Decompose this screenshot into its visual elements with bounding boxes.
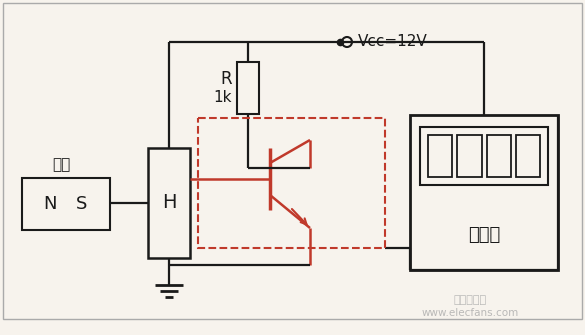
Bar (410, 115, 558, 270)
Text: Vcc=12V: Vcc=12V (358, 34, 428, 49)
Text: H: H (161, 194, 176, 212)
Text: S: S (76, 195, 88, 213)
Bar (198, 118, 385, 248)
Bar (428, 135, 452, 177)
Bar (487, 135, 511, 177)
Text: www.elecfans.com: www.elecfans.com (421, 308, 519, 318)
Text: N: N (43, 195, 57, 213)
Bar (516, 135, 540, 177)
Text: R: R (221, 70, 232, 88)
Bar (148, 148, 190, 258)
Text: 1k: 1k (214, 90, 232, 105)
Text: 磁钒: 磁钒 (52, 157, 70, 173)
Text: 电子发烧友: 电子发烧友 (453, 295, 487, 305)
Bar (420, 127, 548, 185)
Bar (237, 62, 259, 114)
Text: 计算器: 计算器 (468, 226, 500, 244)
Bar (457, 135, 481, 177)
Bar (22, 178, 110, 230)
